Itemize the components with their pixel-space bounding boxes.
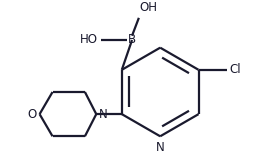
- Text: Cl: Cl: [229, 63, 241, 76]
- Text: N: N: [156, 141, 165, 154]
- Text: N: N: [99, 108, 108, 121]
- Text: O: O: [28, 108, 37, 121]
- Text: B: B: [128, 34, 136, 47]
- Text: HO: HO: [80, 34, 98, 47]
- Text: OH: OH: [140, 1, 158, 14]
